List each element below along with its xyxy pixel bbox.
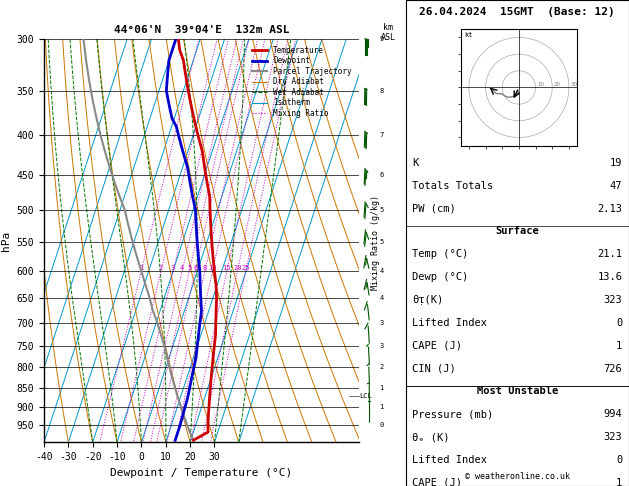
Text: 21.1: 21.1	[598, 249, 622, 260]
Text: LCL: LCL	[359, 393, 372, 399]
Text: 6: 6	[380, 172, 384, 178]
Text: 4: 4	[180, 265, 184, 271]
Text: 0: 0	[616, 455, 622, 465]
Text: θᴉ(K): θᴉ(K)	[413, 295, 443, 305]
Text: 4: 4	[380, 268, 384, 274]
Text: CIN (J): CIN (J)	[413, 364, 456, 374]
Text: 10: 10	[208, 265, 217, 271]
Text: 5: 5	[380, 207, 384, 213]
Text: 2: 2	[159, 265, 163, 271]
Text: 9: 9	[380, 36, 384, 42]
Text: 1: 1	[616, 478, 622, 486]
Text: Dewp (°C): Dewp (°C)	[413, 272, 469, 282]
X-axis label: Dewpoint / Temperature (°C): Dewpoint / Temperature (°C)	[110, 468, 292, 478]
Text: kt: kt	[464, 33, 472, 38]
Text: 47: 47	[610, 181, 622, 191]
Text: Totals Totals: Totals Totals	[413, 181, 494, 191]
Text: 1: 1	[139, 265, 143, 271]
Text: K: K	[413, 158, 419, 168]
Text: Lifted Index: Lifted Index	[413, 318, 487, 328]
Title: 44°06'N  39°04'E  132m ASL: 44°06'N 39°04'E 132m ASL	[113, 25, 289, 35]
Text: 1: 1	[380, 385, 384, 391]
Text: 20: 20	[233, 265, 242, 271]
Text: 3: 3	[171, 265, 175, 271]
Text: km
ASL: km ASL	[381, 23, 396, 42]
Text: Mixing Ratio (g/kg): Mixing Ratio (g/kg)	[371, 195, 380, 291]
Text: 15: 15	[223, 265, 231, 271]
Text: 3: 3	[380, 343, 384, 349]
Text: 4: 4	[380, 295, 384, 301]
Text: Most Unstable: Most Unstable	[477, 386, 558, 397]
Text: 0: 0	[380, 422, 384, 428]
Text: Temp (°C): Temp (°C)	[413, 249, 469, 260]
Text: 323: 323	[604, 295, 622, 305]
Text: 323: 323	[604, 432, 622, 442]
Text: 13.6: 13.6	[598, 272, 622, 282]
Text: Surface: Surface	[496, 226, 539, 237]
Text: 0: 0	[616, 318, 622, 328]
Text: Lifted Index: Lifted Index	[413, 455, 487, 465]
Text: CAPE (J): CAPE (J)	[413, 478, 462, 486]
Y-axis label: hPa: hPa	[1, 230, 11, 251]
Text: 726: 726	[604, 364, 622, 374]
Text: 8: 8	[203, 265, 207, 271]
Text: © weatheronline.co.uk: © weatheronline.co.uk	[465, 472, 570, 481]
Text: 10: 10	[537, 82, 544, 87]
Text: θₑ (K): θₑ (K)	[413, 432, 450, 442]
Text: 1: 1	[616, 341, 622, 351]
Text: 5: 5	[187, 265, 191, 271]
Text: Pressure (mb): Pressure (mb)	[413, 409, 494, 419]
Text: 6: 6	[193, 265, 198, 271]
Text: 2.13: 2.13	[598, 204, 622, 214]
Text: 2: 2	[380, 364, 384, 370]
Text: 19: 19	[610, 158, 622, 168]
Text: 7: 7	[380, 132, 384, 138]
Text: CAPE (J): CAPE (J)	[413, 341, 462, 351]
Text: 30: 30	[571, 82, 577, 87]
Text: 1: 1	[380, 404, 384, 410]
Text: 20: 20	[554, 82, 561, 87]
Text: 994: 994	[604, 409, 622, 419]
Text: 3: 3	[380, 320, 384, 326]
Text: 25: 25	[242, 265, 250, 271]
Text: 8: 8	[380, 87, 384, 93]
Text: 26.04.2024  15GMT  (Base: 12): 26.04.2024 15GMT (Base: 12)	[420, 7, 615, 17]
Text: 5: 5	[380, 239, 384, 245]
Text: PW (cm): PW (cm)	[413, 204, 456, 214]
Legend: Temperature, Dewpoint, Parcel Trajectory, Dry Adiabat, Wet Adiabat, Isotherm, Mi: Temperature, Dewpoint, Parcel Trajectory…	[248, 43, 355, 121]
